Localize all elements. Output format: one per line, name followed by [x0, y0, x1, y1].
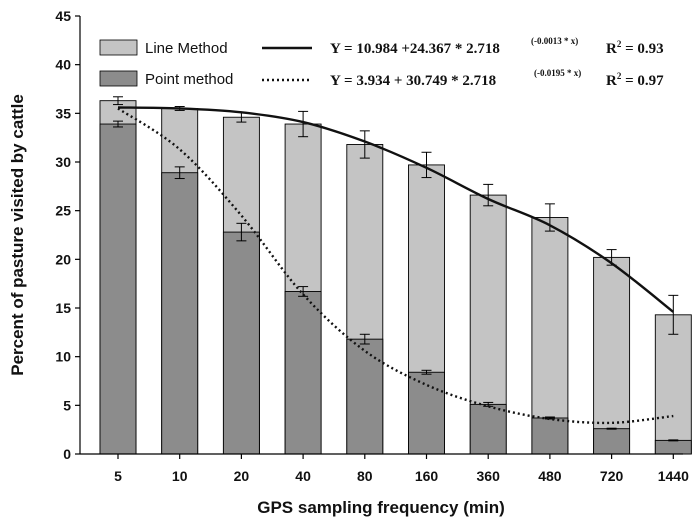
bar-point-method: [161, 172, 199, 455]
x-tick-label: 1440: [658, 468, 689, 484]
y-tick-label: 30: [55, 154, 71, 170]
y-tick-label: 5: [63, 397, 71, 413]
error-bars-layer: [113, 96, 679, 442]
error-bar-point-method: [174, 166, 185, 180]
r2-point-method-sup: 2: [617, 71, 622, 81]
error-bar-point-method: [236, 222, 247, 242]
bar-point-method: [531, 417, 569, 455]
x-axis-title: GPS sampling frequency (min): [257, 498, 505, 517]
y-tick-label: 20: [55, 251, 71, 267]
r2-line-method-sup: 2: [617, 39, 622, 49]
y-axis-title: Percent of pasture visited by cattle: [8, 94, 27, 376]
x-tick-label: 10: [172, 468, 188, 484]
error-bar-line-method: [421, 151, 432, 179]
equation-point-method: Y = 3.934 + 30.749 * 2.718: [330, 73, 496, 89]
r2-point-method: R2 = 0.97: [606, 71, 664, 89]
x-tick-label: 160: [415, 468, 439, 484]
bar-point-method: [284, 291, 322, 455]
equation-line-method-main: Y = 10.984 +24.367 * 2.718: [330, 41, 500, 57]
bar-point-method: [222, 231, 260, 455]
r2-point-method-value: = 0.97: [621, 73, 664, 89]
error-bar-point-method: [421, 369, 432, 375]
error-bar-point-method: [359, 333, 370, 345]
error-bar-point-method: [606, 427, 617, 430]
x-tick-label: 360: [477, 468, 501, 484]
y-tick-label: 10: [55, 349, 71, 365]
legend-label-point-method: Point method: [145, 71, 233, 88]
bar-line-method: [531, 217, 569, 455]
error-bar-point-method: [668, 439, 679, 442]
equation-point-method-main: Y = 3.934 + 30.749 * 2.718: [330, 73, 496, 89]
error-bar-line-method: [483, 183, 494, 207]
legend-swatch-line-method: [99, 39, 138, 56]
x-ticks: 5 10 20 40 80 160 360 480 720 1440: [114, 454, 689, 484]
y-tick-label: 25: [55, 203, 71, 219]
y-ticks: 0 5 10 15 20 25 30 35 40 45: [55, 8, 80, 462]
r2-point-method-label: R: [606, 73, 617, 89]
bar-point-method: [346, 338, 384, 455]
fit-curve-line-method: [117, 106, 675, 313]
equation-point-method-exponent: (-0.0195 * x): [534, 68, 581, 78]
y-tick-label: 40: [55, 57, 71, 73]
legend-swatch-point-method: [99, 70, 138, 87]
bar-line-method: [593, 256, 631, 455]
x-tick-label: 720: [600, 468, 624, 484]
error-bar-point-method: [113, 120, 123, 128]
bar-point-method: [654, 439, 692, 455]
bars-layer: [99, 100, 692, 455]
y-tick-label: 45: [55, 8, 71, 24]
y-tick-label: 15: [55, 300, 71, 316]
bar-point-method: [99, 123, 137, 455]
error-bar-line-method: [298, 110, 309, 138]
x-tick-label: 80: [357, 468, 373, 484]
r2-line-method-label: R: [606, 41, 617, 57]
equation-line-method-exponent: (-0.0013 * x): [531, 36, 578, 46]
error-bar-line-method: [668, 294, 679, 335]
fit-curve-point-method: [117, 107, 674, 425]
bar-point-method: [469, 403, 507, 455]
bar-point-method: [408, 371, 445, 455]
y-tick-label: 0: [63, 446, 71, 462]
x-tick-label: 20: [234, 468, 250, 484]
bar-point-method: [593, 428, 631, 455]
r2-line-method-value: = 0.93: [621, 41, 663, 57]
axes-layer: [79, 16, 683, 455]
r2-line-method: R2 = 0.93: [606, 39, 664, 57]
error-bar-line-method: [359, 130, 370, 159]
y-tick-label: 35: [55, 105, 71, 121]
x-tick-label: 480: [538, 468, 562, 484]
legend: Line Method Point method Y = 10.984 +24.…: [99, 36, 664, 89]
x-tick-label: 40: [295, 468, 311, 484]
fit-curves-layer: [117, 106, 675, 425]
equation-line-method: Y = 10.984 +24.367 * 2.718: [330, 41, 500, 57]
bar-line-method: [654, 314, 692, 455]
error-bar-line-method: [113, 96, 123, 106]
legend-label-line-method: Line Method: [145, 40, 228, 57]
x-tick-label: 5: [114, 468, 122, 484]
